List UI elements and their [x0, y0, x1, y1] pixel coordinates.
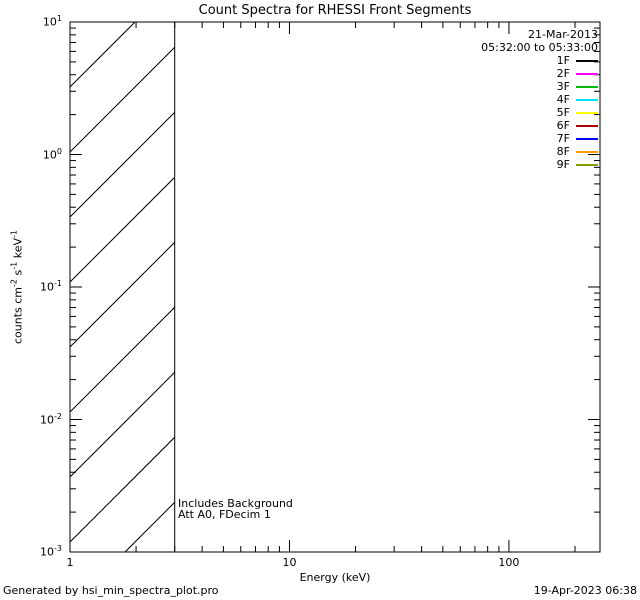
y-tick-label: 101: [42, 14, 62, 29]
legend-entry-label: 5F: [556, 106, 570, 119]
legend-entry-color-line: [576, 150, 598, 153]
annotation-includes-background: Includes Background: [178, 497, 293, 510]
legend-time-range: 05:32:00 to 05:33:00: [481, 41, 598, 54]
y-tick-label: 10-2: [40, 411, 62, 427]
x-tick-label: 10: [282, 556, 297, 569]
legend-entry-label: 6F: [556, 119, 570, 132]
legend-entry-color-line: [576, 163, 598, 166]
legend-entry-label: 8F: [556, 145, 570, 158]
legend: 21-Mar-2013 05:32:00 to 05:33:00 1F 2F 3F 4…: [481, 28, 598, 171]
legend-entry-color-line: [576, 124, 598, 127]
legend-entry: 2F: [481, 67, 598, 80]
hatched-region: [70, 22, 175, 552]
y-axis-label-sup: -1: [9, 261, 19, 270]
y-axis-label-text: keV: [11, 237, 25, 262]
legend-entry-color-line: [576, 72, 598, 75]
legend-date: 21-Mar-2013: [528, 28, 598, 41]
y-axis-label-sup: -2: [9, 278, 19, 287]
legend-entry: 6F: [481, 119, 598, 132]
legend-entry: 5F: [481, 106, 598, 119]
y-axis-label-text: s: [11, 269, 25, 279]
x-tick-label: 100: [498, 556, 520, 569]
legend-entry: 4F: [481, 93, 598, 106]
legend-entry: 9F: [481, 158, 598, 171]
legend-entry: 3F: [481, 80, 598, 93]
legend-entry-color-line: [576, 85, 598, 88]
legend-entry-color-line: [576, 59, 598, 62]
y-tick-label: 100: [42, 146, 62, 162]
y-tick-label: 10-3: [40, 544, 62, 559]
legend-entry: 7F: [481, 132, 598, 145]
render-timestamp: 19-Apr-2023 06:38: [533, 584, 637, 597]
y-tick-label: 10-1: [40, 279, 62, 294]
legend-entry-label: 2F: [556, 67, 570, 80]
y-axis-label-sup: -1: [9, 230, 19, 238]
legend-entry-label: 4F: [556, 93, 570, 106]
x-tick-label: 1: [66, 556, 74, 569]
legend-entry-color-line: [576, 137, 598, 140]
legend-entry-color-line: [576, 98, 598, 101]
legend-entries: 1F 2F 3F 4F 5F 6F 7F 8F 9F: [481, 54, 598, 171]
chart-title: Count Spectra for RHESSI Front Segments: [198, 3, 472, 18]
legend-entry: 8F: [481, 145, 598, 158]
y-axis-label-text: counts cm: [11, 286, 25, 344]
legend-entry-color-line: [576, 111, 598, 114]
legend-entry-label: 7F: [556, 132, 570, 145]
legend-entry-label: 9F: [556, 158, 570, 171]
legend-entry-label: 1F: [556, 54, 570, 67]
x-axis-label: Energy (keV): [299, 571, 371, 584]
annotation-att-fdecim: Att A0, FDecim 1: [178, 508, 271, 521]
legend-entry: 1F: [481, 54, 598, 67]
generated-by-text: Generated by hsi_min_spectra_plot.pro: [3, 584, 219, 597]
legend-entry-label: 3F: [556, 80, 570, 93]
